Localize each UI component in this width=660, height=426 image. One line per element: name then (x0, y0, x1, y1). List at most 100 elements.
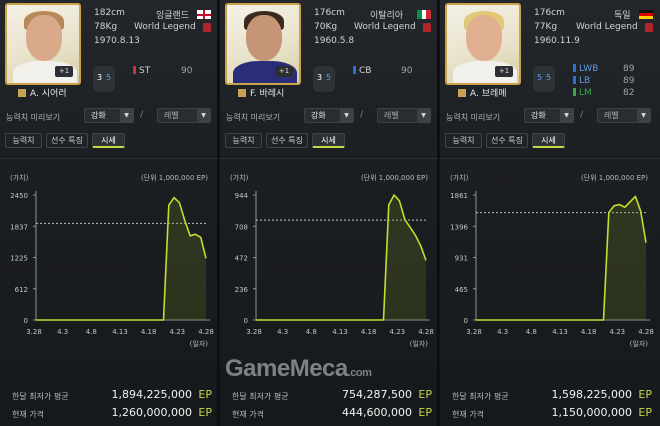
current-price-value: 1,260,000,000 (111, 406, 192, 419)
x-tick-label: 3.28 (246, 328, 262, 336)
italy-flag-icon (417, 10, 431, 19)
enhance-select[interactable]: 강화 ▼ (524, 108, 574, 123)
skill-foot-chip: 3 5 (313, 66, 335, 92)
y-axis-label: (가치) (230, 173, 249, 182)
germany-flag-icon (639, 10, 653, 19)
series-area (256, 195, 426, 320)
preview-label: 능력치 미리보기 (6, 113, 61, 122)
unit-label: (단위 1,000,000 EP) (581, 173, 648, 182)
chevron-down-icon: ▼ (120, 108, 133, 123)
x-tick-label: 4.3 (277, 328, 288, 336)
x-tick-label: 4.28 (638, 328, 654, 336)
position-ovr: 90 (181, 66, 193, 76)
y-tick-label: 1861 (450, 192, 468, 200)
watermark-logo: GameMeca.com (225, 355, 372, 382)
chevron-down-icon: ▼ (560, 108, 573, 123)
x-tick-label: 4.8 (306, 328, 317, 336)
x-tick-label: 4.13 (552, 328, 568, 336)
x-tick-label: 4.18 (361, 328, 377, 336)
x-tick-label: 3.28 (26, 328, 42, 336)
player-height: 176cm (534, 8, 565, 18)
level-badge: +1 (55, 66, 73, 77)
x-tick-label: 4.18 (141, 328, 157, 336)
tab-market[interactable]: 시세 (92, 133, 125, 148)
price-chart: (가치) (단위 1,000,000 EP) 1861 1396 931 465 0 3.28… (450, 173, 654, 348)
level-select[interactable]: 레벨 ▼ (597, 108, 651, 123)
position-label: ST (133, 66, 150, 76)
position-ovr: 89 (623, 76, 635, 86)
position-label: CB (353, 66, 371, 76)
tab-traits[interactable]: 선수 특징 (486, 133, 528, 148)
current-price-value: 1,150,000,000 (551, 406, 632, 419)
tab-market[interactable]: 시세 (312, 133, 345, 148)
player-panel-1: +1 A. 시어러 182cm 78Kg 1970.8.13 잉글랜드 Worl… (0, 0, 218, 426)
preview-label: 능력치 미리보기 (446, 113, 501, 122)
y-tick-label: 708 (235, 223, 248, 231)
player-name: F. 바레시 (238, 86, 284, 99)
player-name: A. 시어러 (18, 86, 67, 99)
level-select[interactable]: 레벨 ▼ (377, 108, 431, 123)
x-tick-label: 4.23 (390, 328, 406, 336)
x-tick-label: 4.8 (526, 328, 537, 336)
x-axis-label: (일자) (410, 339, 429, 348)
avg-price-value: 1,894,225,000 (111, 388, 192, 401)
current-price-value: 444,600,000 (342, 406, 412, 419)
player-birth: 1960.5.8 (314, 36, 355, 46)
x-tick-label: 4.28 (418, 328, 434, 336)
player-photo: +1 (225, 3, 301, 85)
chevron-down-icon: ▼ (340, 108, 353, 123)
level-select[interactable]: 레벨 ▼ (157, 108, 211, 123)
y-tick-label: 0 (464, 317, 468, 325)
club-crest-icon (203, 23, 211, 32)
tab-traits[interactable]: 선수 특징 (266, 133, 308, 148)
tab-market[interactable]: 시세 (532, 133, 565, 148)
player-league: World Legend (134, 22, 196, 32)
player-country: 독일 (614, 11, 631, 21)
player-photo: +1 (5, 3, 81, 85)
y-axis-label: (가치) (450, 173, 469, 182)
y-tick-label: 1396 (450, 223, 468, 231)
chevron-down-icon: ▼ (197, 108, 210, 123)
y-tick-label: 2450 (10, 192, 28, 200)
x-tick-label: 4.23 (610, 328, 626, 336)
level-badge: +1 (495, 66, 513, 77)
position-label: LM (573, 88, 592, 98)
position-ovr: 82 (623, 88, 635, 98)
x-tick-label: 3.28 (466, 328, 482, 336)
avg-price-value: 754,287,500 (342, 388, 412, 401)
unit-label: (단위 1,000,000 EP) (361, 173, 428, 182)
chevron-down-icon: ▼ (417, 108, 430, 123)
x-tick-label: 4.13 (332, 328, 348, 336)
tab-stats[interactable]: 능력치 (445, 133, 482, 148)
tab-traits[interactable]: 선수 특징 (46, 133, 88, 148)
avg-price-value: 1,598,225,000 (551, 388, 632, 401)
y-tick-label: 1837 (10, 223, 28, 231)
level-badge: +1 (275, 66, 293, 77)
player-panel-2: +1 F. 바레시 176cm 70Kg 1960.5.8 이탈리아 World… (220, 0, 438, 426)
enhance-select[interactable]: 강화 ▼ (304, 108, 354, 123)
player-country: 이탈리아 (370, 11, 404, 21)
x-tick-label: 4.28 (198, 328, 214, 336)
player-birth: 1970.8.13 (94, 36, 140, 46)
position-ovr: 90 (401, 66, 413, 76)
club-crest-icon (645, 23, 653, 32)
player-weight: 78Kg (94, 22, 118, 32)
player-height: 182cm (94, 8, 125, 18)
price-chart: (가치) (단위 1,000,000 EP) 944 708 472 236 0 3.28 4.… (230, 173, 434, 348)
player-height: 176cm (314, 8, 345, 18)
tab-stats[interactable]: 능력치 (5, 133, 42, 148)
player-panel-3: +1 A. 브레메 176cm 77Kg 1960.11.9 독일 World … (440, 0, 660, 426)
card-grade-icon (238, 89, 246, 97)
player-league: World Legend (576, 22, 638, 32)
y-tick-label: 465 (455, 286, 468, 294)
tab-stats[interactable]: 능력치 (225, 133, 262, 148)
player-birth: 1960.11.9 (534, 36, 580, 46)
price-chart: (가치) (단위 1,000,000 EP) 2450 1837 1225 612 0 3.2… (10, 173, 214, 348)
y-tick-label: 931 (455, 255, 468, 263)
y-tick-label: 0 (24, 317, 28, 325)
x-tick-label: 4.8 (86, 328, 97, 336)
enhance-select[interactable]: 강화 ▼ (84, 108, 134, 123)
x-tick-label: 4.23 (170, 328, 186, 336)
x-tick-label: 4.13 (112, 328, 128, 336)
player-weight: 77Kg (534, 22, 558, 32)
